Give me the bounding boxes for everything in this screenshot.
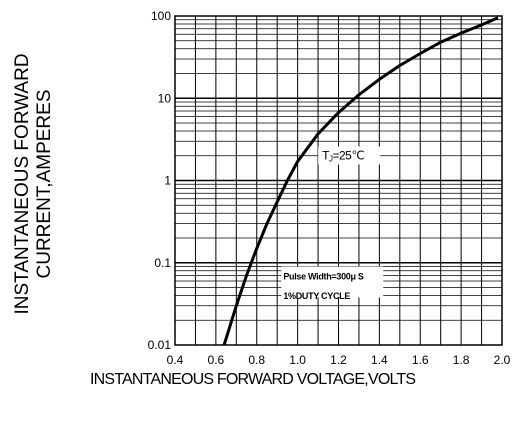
y-tick-label: 0.01 xyxy=(148,338,172,352)
y-tick-label: 10 xyxy=(158,91,172,105)
y-axis-ticks: 100 10 1 0.1 0.01 xyxy=(148,9,172,352)
x-axis-ticks: 0.4 0.6 0.8 1.0 1.2 1.4 1.6 1.8 2.0 xyxy=(167,353,511,367)
y-tick-label: 100 xyxy=(151,9,171,23)
x-tick-label: 1.6 xyxy=(412,353,429,367)
x-tick-label: 0.4 xyxy=(167,353,184,367)
x-axis-label: INSTANTANEOUS FORWARD VOLTAGE,VOLTS xyxy=(90,371,416,388)
x-tick-label: 2.0 xyxy=(494,353,511,367)
x-tick-label: 1.8 xyxy=(453,353,470,367)
x-tick-label: 0.8 xyxy=(248,353,265,367)
temperature-label: TJ=25℃ xyxy=(322,149,364,164)
chart-annotations: TJ=25℃ Pulse Width=300μ S 1%DUTY CYCLE xyxy=(281,146,384,301)
x-tick-label: 0.6 xyxy=(208,353,225,367)
y-axis-label-text: INSTANTANEOUS FORWARD CURRENT,AMPERES xyxy=(12,53,55,314)
plot-border xyxy=(174,15,503,346)
x-tick-label: 1.0 xyxy=(289,353,306,367)
y-tick-label: 1 xyxy=(164,174,171,188)
y-axis-label-line-2: CURRENT,AMPERES xyxy=(34,90,55,279)
pulse-label-bg xyxy=(281,266,384,298)
pulse-width-label: Pulse Width=300μ S xyxy=(283,271,364,281)
y-tick-label: 0.1 xyxy=(154,256,171,270)
plot-frame xyxy=(174,15,503,346)
forward-current-curve xyxy=(222,16,499,346)
y-axis-label-line-1: INSTANTANEOUS FORWARD xyxy=(12,53,33,314)
y-axis-label: INSTANTANEOUS FORWARD CURRENT,AMPERES xyxy=(6,14,58,354)
x-tick-label: 1.4 xyxy=(371,353,388,367)
temperature-label-bg xyxy=(318,146,381,165)
x-tick-label: 1.2 xyxy=(330,353,347,367)
duty-cycle-label: 1%DUTY CYCLE xyxy=(283,291,350,301)
data-series xyxy=(222,16,499,346)
